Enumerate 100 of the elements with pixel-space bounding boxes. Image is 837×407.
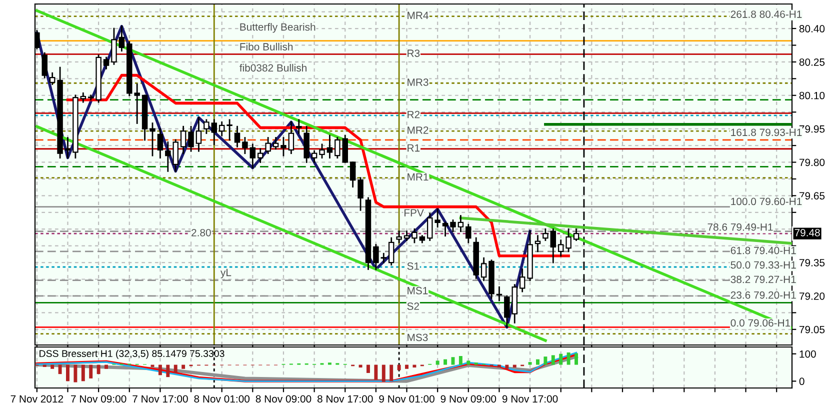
candlestick xyxy=(188,126,194,152)
y-tick-label: 79.35 xyxy=(799,259,825,266)
bar xyxy=(50,364,54,369)
bar xyxy=(412,364,416,368)
y-tick-label: 80.25 xyxy=(799,58,825,66)
y-tick-label: 79.05 xyxy=(799,326,825,334)
candlestick xyxy=(311,150,318,163)
candlestick xyxy=(519,268,526,292)
x-tick-label: 9 Nov 09:00 xyxy=(440,395,496,403)
candlestick xyxy=(326,134,333,158)
annotation: S2 xyxy=(407,302,419,310)
candlestick xyxy=(226,119,232,141)
annotation: fib0382 Bullish xyxy=(240,64,306,72)
y-tick-label: 79.80 xyxy=(799,158,825,166)
bar xyxy=(536,359,540,365)
candlestick xyxy=(288,121,294,154)
candlestick xyxy=(450,219,456,232)
line-series xyxy=(66,74,570,258)
candlestick xyxy=(242,137,248,154)
y-tick-label: 100 xyxy=(800,350,816,358)
bar xyxy=(505,364,509,369)
candlestick xyxy=(258,148,264,163)
y-tick-label: 0 xyxy=(799,378,804,386)
bar xyxy=(96,364,100,374)
annotation: Fibo Bullish xyxy=(240,42,293,50)
candlestick xyxy=(412,228,418,244)
bar xyxy=(458,356,462,365)
annotation: 261.8 80.46-H1 xyxy=(730,10,802,18)
x-tick-label: 8 Nov 09:00 xyxy=(256,395,312,403)
candlestick xyxy=(442,222,448,236)
bar xyxy=(574,353,578,365)
candlestick xyxy=(234,126,240,148)
annotation: R2 xyxy=(408,110,420,118)
candlestick xyxy=(342,134,348,163)
annotation: MR1 xyxy=(408,173,428,181)
candlestick xyxy=(296,119,302,134)
candlestick xyxy=(42,52,48,78)
bar xyxy=(58,364,62,374)
bar xyxy=(497,364,501,368)
annotation: yL xyxy=(220,268,232,278)
bar xyxy=(104,364,108,369)
bar xyxy=(544,356,548,365)
candlestick xyxy=(466,224,472,244)
candlestick xyxy=(103,56,110,70)
candlestick xyxy=(566,228,572,252)
annotation: MS1 xyxy=(408,286,428,294)
bar xyxy=(551,355,555,365)
bar xyxy=(358,364,362,368)
bar xyxy=(397,364,401,370)
bar xyxy=(166,364,170,378)
x-tick-label: 8 Nov 01:00 xyxy=(194,395,250,403)
candlestick xyxy=(496,286,502,302)
candlestick xyxy=(180,126,186,154)
candlestick xyxy=(504,295,510,328)
candlestick xyxy=(118,26,125,52)
candlestick xyxy=(427,212,433,241)
x-tick-label: 9 Nov 01:00 xyxy=(379,395,434,403)
candlestick xyxy=(88,94,94,101)
candlestick xyxy=(373,244,379,270)
candlestick xyxy=(250,144,256,169)
candlestick xyxy=(480,257,487,282)
bar xyxy=(436,360,440,365)
candlestick xyxy=(380,252,387,264)
annotation: 0.0 79.06-H1 xyxy=(730,319,790,327)
candlestick xyxy=(49,72,56,85)
candlestick xyxy=(534,235,541,252)
candlestick xyxy=(111,28,117,65)
candlestick xyxy=(150,122,156,156)
bar xyxy=(512,364,516,368)
candlestick xyxy=(196,116,202,152)
annotation: FPV xyxy=(404,209,424,216)
x-tick-label: 7 Nov 09:00 xyxy=(71,395,126,403)
bar xyxy=(81,364,85,382)
annotation: 61.8 79.40-H1 xyxy=(730,246,796,254)
annotation: R3 xyxy=(408,50,420,57)
bar xyxy=(66,364,70,382)
y-tick-label: 79.65 xyxy=(799,192,825,200)
annotation: MR2 xyxy=(408,126,428,134)
bar xyxy=(566,352,570,365)
bar xyxy=(382,364,386,382)
annotation: 100.0 79.60-H1 xyxy=(731,198,802,206)
bar xyxy=(390,364,394,382)
y-tick-label: 80.10 xyxy=(799,92,825,100)
candlestick xyxy=(388,237,394,266)
bar xyxy=(182,364,186,369)
candlestick xyxy=(319,144,325,158)
candlestick xyxy=(550,228,556,264)
x-tick-label: 7 Nov 17:00 xyxy=(132,395,188,403)
annotation: R1 xyxy=(408,144,420,152)
annotation: Butterfly Bearish xyxy=(240,23,316,33)
bar xyxy=(466,360,470,365)
x-tick-label: 7 Nov 2012 xyxy=(10,395,64,403)
y-tick-label: 79.20 xyxy=(799,292,825,300)
annotation: S1 xyxy=(407,262,419,270)
annotation: 161.8 79.93-H1 xyxy=(731,128,802,136)
candlestick xyxy=(350,162,356,188)
candlestick xyxy=(358,177,364,211)
annotation: MR4 xyxy=(408,12,428,19)
candlestick xyxy=(204,119,210,134)
bar xyxy=(89,364,93,378)
